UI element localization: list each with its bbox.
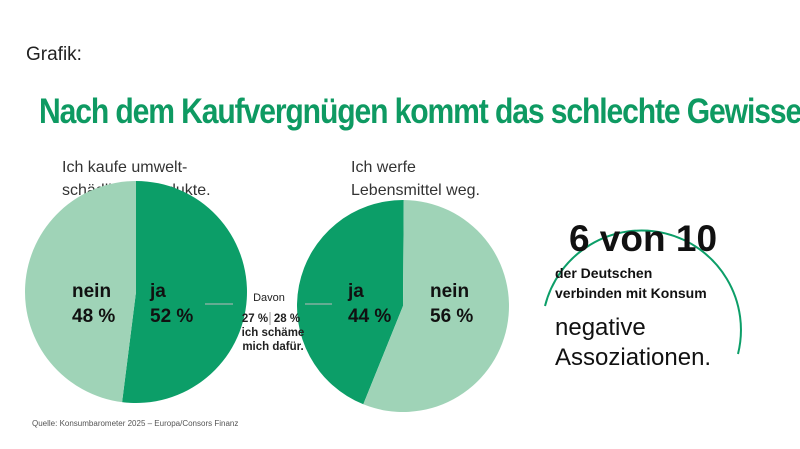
pie2-slice-ja <box>296 200 404 405</box>
callout-line2: verbinden mit Konsum <box>555 285 707 301</box>
pie2-subtitle: Ich werfe Lebensmittel weg. <box>351 156 591 202</box>
callout-line1: der Deutschen <box>555 265 652 281</box>
pie2-label-nein: nein <box>430 281 469 302</box>
callout-line4: Assoziationen. <box>555 344 711 371</box>
pie2-subtitle-line2: Lebensmittel weg. <box>351 182 480 199</box>
breakdown-value-2: 28 % <box>274 313 300 325</box>
graphic-label: Grafik: <box>26 44 82 65</box>
pie1: ja 52 % nein 48 % <box>24 181 247 404</box>
callout-line3: negative <box>555 314 646 341</box>
breakdown-caption-line1: ich schäme <box>242 327 305 339</box>
source-note: Quelle: Konsumbarometer 2025 – Europa/Co… <box>32 419 239 428</box>
pie2-value-nein: 56 % <box>430 306 473 327</box>
pie1-slice-nein <box>24 181 137 403</box>
pie2-label-ja: ja <box>347 281 364 302</box>
pie1-label-ja: ja <box>149 281 166 302</box>
chart-title: Nach dem Kaufvergnügen kommt das schlech… <box>39 92 800 131</box>
callout-arc <box>544 229 742 355</box>
pie1-subtitle-line1: Ich kaufe umwelt- <box>62 159 188 176</box>
pie1-value-ja: 52 % <box>150 306 193 327</box>
pie2-subtitle-line1: Ich werfe <box>351 159 416 176</box>
callout-big-number: 6 von 10 <box>569 218 717 259</box>
breakdown-caption-line2: mich dafür. <box>242 341 303 353</box>
pie1-label-nein: nein <box>72 281 111 302</box>
pie1-slice-ja <box>122 181 247 404</box>
pie2-slice-nein <box>363 200 509 412</box>
breakdown-value-1: 27 % <box>242 313 268 325</box>
pie2-value-ja: 44 % <box>348 306 391 327</box>
pie2: ja 44 % nein 56 % <box>296 200 509 412</box>
pie1-value-nein: 48 % <box>72 306 115 327</box>
breakdown-heading: Davon <box>253 292 285 304</box>
